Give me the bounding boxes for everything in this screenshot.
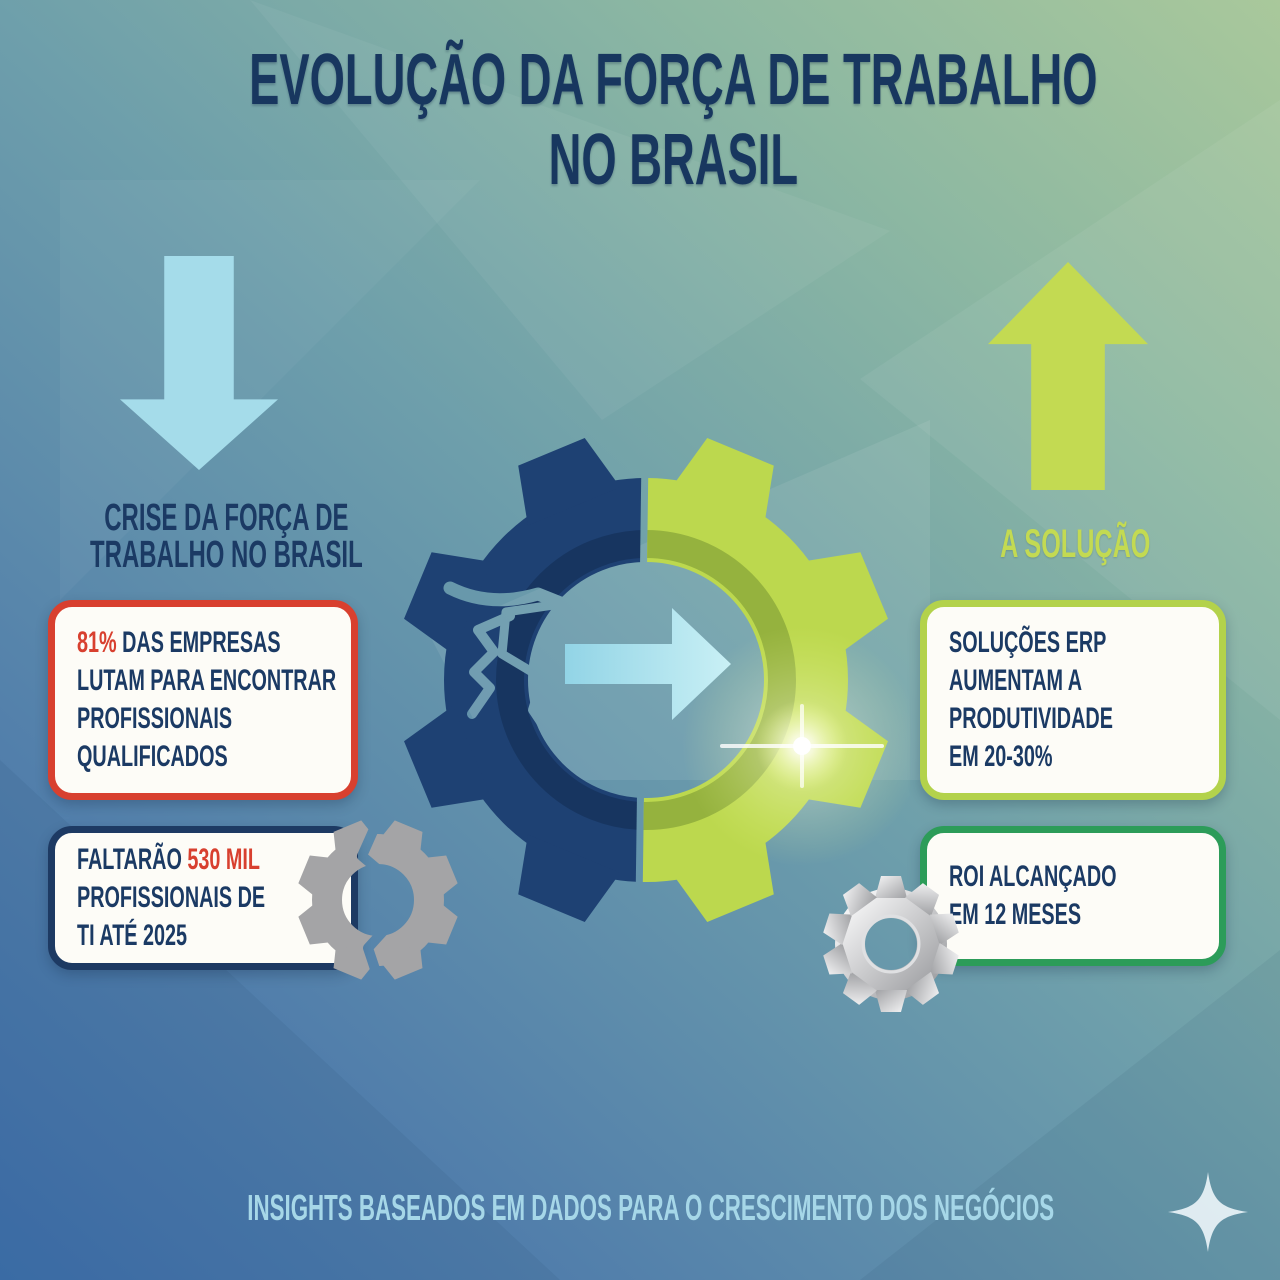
card-line: FALTARÃO bbox=[77, 843, 182, 876]
broken-gear-icon bbox=[295, 817, 461, 983]
growth-arrow-icon bbox=[988, 262, 1148, 490]
problem-card-81: 81% DAS EMPRESAS LUTAM PARA ENCONTRAR PR… bbox=[48, 600, 358, 800]
silver-gear-icon bbox=[821, 876, 961, 1012]
broken-navy-gear-half bbox=[398, 432, 642, 928]
footer-tagline: INSIGHTS BASEADOS EM DADOS PARA O CRESCI… bbox=[247, 1187, 1055, 1228]
card-line: EM 12 MESES bbox=[949, 898, 1082, 931]
solution-card-roi-text: ROI ALCANÇADO EM 12 MESES bbox=[949, 858, 1117, 934]
problem-card-530: FALTARÃO 530 MIL PROFISSIONAIS DE TI ATÉ… bbox=[48, 826, 358, 970]
problem-card-81-text: 81% DAS EMPRESAS LUTAM PARA ENCONTRAR PR… bbox=[77, 624, 336, 776]
decline-arrow-icon bbox=[120, 256, 278, 470]
card-line: QUALIFICADOS bbox=[77, 740, 228, 773]
solution-heading: A SOLUÇÃO bbox=[999, 522, 1151, 566]
solution-card-roi: ROI ALCANÇADO EM 12 MESES bbox=[920, 826, 1226, 966]
title-line2: NO BRASIL bbox=[548, 120, 799, 200]
card-line: DAS EMPRESAS bbox=[122, 626, 281, 659]
lens-flare bbox=[720, 700, 884, 792]
problem-card-530-text: FALTARÃO 530 MIL PROFISSIONAIS DE TI ATÉ… bbox=[77, 841, 265, 955]
card-line: PROFISSIONAIS DE bbox=[77, 881, 266, 914]
problem-heading-line1: CRISE DA FORÇA DE bbox=[104, 497, 349, 539]
gears-transformation-icon bbox=[398, 432, 910, 928]
title-line1: EVOLUÇÃO DA FORÇA DE TRABALHO bbox=[249, 40, 1098, 120]
card-line: AUMENTAM A bbox=[949, 664, 1083, 697]
card-line: TI ATÉ 2025 bbox=[77, 919, 188, 952]
card-line: PROFISSIONAIS bbox=[77, 702, 233, 735]
problem-heading: CRISE DA FORÇA DE TRABALHO NO BRASIL bbox=[10, 497, 400, 576]
solution-card-erp-text: SOLUÇÕES ERP AUMENTAM A PRODUTIVIDADE EM… bbox=[949, 624, 1113, 776]
sparkle-icon bbox=[1168, 1172, 1248, 1252]
card-line: EM 20-30% bbox=[949, 740, 1053, 773]
card-line: ROI ALCANÇADO bbox=[949, 860, 1117, 893]
card-line: SOLUÇÕES ERP bbox=[949, 626, 1107, 659]
card-line: LUTAM PARA ENCONTRAR bbox=[77, 664, 337, 697]
solution-card-erp: SOLUÇÕES ERP AUMENTAM A PRODUTIVIDADE EM… bbox=[920, 600, 1226, 800]
right-arrow-icon bbox=[565, 608, 731, 720]
card-line: PRODUTIVIDADE bbox=[949, 702, 1113, 735]
problem-heading-line2: TRABALHO NO BRASIL bbox=[90, 534, 363, 576]
stat-highlight-81: 81% bbox=[77, 626, 117, 659]
stat-highlight-530: 530 MIL bbox=[187, 843, 260, 876]
page-title: EVOLUÇÃO DA FORÇA DE TRABALHO NO BRASIL bbox=[0, 40, 1280, 200]
